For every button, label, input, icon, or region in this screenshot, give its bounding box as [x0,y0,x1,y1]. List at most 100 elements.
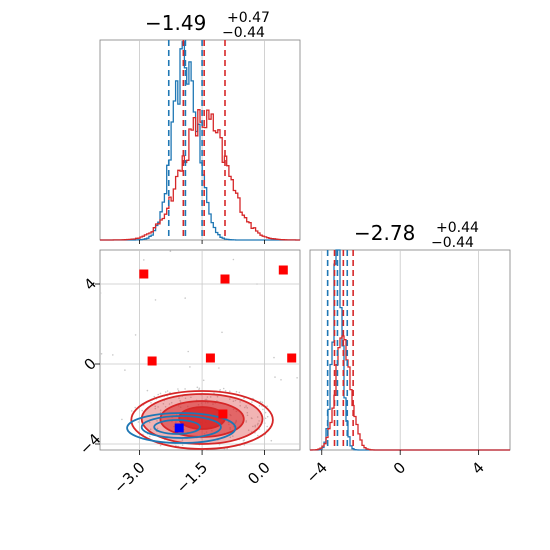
scatter2d-sample [149,428,152,431]
scatter2d-sample [254,425,256,428]
scatter2d-sample [137,421,140,423]
scatter2d-sample [246,407,248,409]
scatter2d-sample [121,418,123,421]
scatter2d-sample [219,389,221,391]
scatter2d-sample [250,417,253,419]
blue-contour-2 [126,412,237,444]
red-point-2 [278,265,288,275]
scatter2d-sample [218,367,220,369]
scatter2d-sample [168,403,171,405]
scatter2d-sample [229,390,231,393]
scatter2d-sample [150,402,152,404]
title-p2-plus: +0.44 [436,220,479,236]
x2-tick-label-0: −4 [303,458,331,486]
scatter2d-sample [232,258,235,261]
scatter2d-sample [149,435,151,438]
scatter2d-sample [187,350,189,353]
scatter2d-sample [259,400,262,403]
red-contour-0 [130,390,274,450]
scatter2d-sample [243,444,246,446]
scatter2d-sample [256,424,259,426]
blue-point-0 [174,423,184,433]
scatter2d-sample [143,259,145,261]
scatter2d-sample [257,434,259,437]
scatter2d-sample [157,393,159,396]
scatter2d-sample [205,398,208,401]
x2-tick-label-2: 4 [468,458,487,477]
scatter2d-sample [184,297,186,299]
scatter2d-sample [246,414,249,417]
scatter2d-sample [226,447,228,450]
scatter2d-sample [153,395,156,398]
scatter2d-sample [170,401,173,404]
scatter2d-sample [164,406,167,408]
scatter2d-sample [134,334,137,336]
scatter2d-sample [239,401,241,403]
scatter2d-sample [221,331,223,334]
scatter2d-sample [264,417,267,420]
scatter2d-sample [177,390,180,392]
scatter2d-sample [218,443,221,446]
scatter2d-sample [141,409,143,412]
scatter2d-sample [263,422,266,424]
scatter2d-sample [238,391,241,394]
scatter2d-sample [159,392,162,395]
scatter2d-sample [157,406,159,408]
scatter2d-sample [204,398,207,401]
title-p2-value: −2.78 [354,221,415,245]
scatter2d-sample [234,399,237,402]
hist2-blue-step [310,249,510,451]
scatter2d-sample [229,398,231,400]
scatter2d-sample [154,405,156,408]
scatter2d-sample [274,376,276,378]
scatter2d-sample [190,396,192,399]
scatter2d-sample [196,386,199,389]
title-p1-minus: −0.44 [222,25,265,41]
red-point-1 [220,274,230,284]
scatter2d-sample [296,377,298,379]
title-p1-value: −1.49 [145,11,206,35]
scatter2d-sample [124,369,126,371]
scatter2d-sample [273,356,275,359]
scatter2d-sample [216,395,219,398]
scatter2d-sample [251,401,253,403]
scatter2d-sample [159,411,162,414]
scatter2d-sample [198,388,200,391]
scatter2d-sample [232,435,234,437]
scatter2d-sample [209,396,212,398]
panel-scatter2d [99,249,301,451]
scatter2d-sample [162,403,165,405]
hist1-blue-step [100,41,300,241]
scatter2d-sample [134,406,136,409]
x1-tick-label-1: −1.5 [173,458,211,496]
scatter2d-sample [166,390,169,392]
scatter2d-sample [232,400,235,403]
scatter2d-sample [261,401,264,404]
scatter2d-sample [181,444,184,447]
scatter2d-sample [100,353,103,355]
red-point-3 [147,356,157,366]
scatter2d-sample [184,397,187,400]
red-point-4 [205,353,215,363]
scatter2d-sample [156,420,158,422]
scatter2d-sample [242,439,245,442]
scatter2d-sample [164,391,167,393]
scatter2d-sample [154,407,157,410]
scatter2d-sample [246,411,249,414]
scatter2d-sample [258,405,261,407]
scatter2d-sample [181,439,184,441]
scatter2d-sample [169,250,172,252]
scatter2d-sample [266,405,268,408]
scatter2d-sample [270,439,273,442]
blue-contour-0 [153,419,201,435]
scatter2d-sample [130,410,133,412]
scatter2d-sample [198,387,201,390]
scatter2d-sample [258,420,260,422]
panel-hist2: −2.78 +0.44 −0.44 [309,220,511,451]
hist1-blue-series [100,41,300,241]
scatter2d-sample [257,422,259,425]
x1-tick-label-0: −3.0 [110,458,148,496]
scatter2d-sample [247,429,250,432]
scatter2d-sample [266,415,269,418]
